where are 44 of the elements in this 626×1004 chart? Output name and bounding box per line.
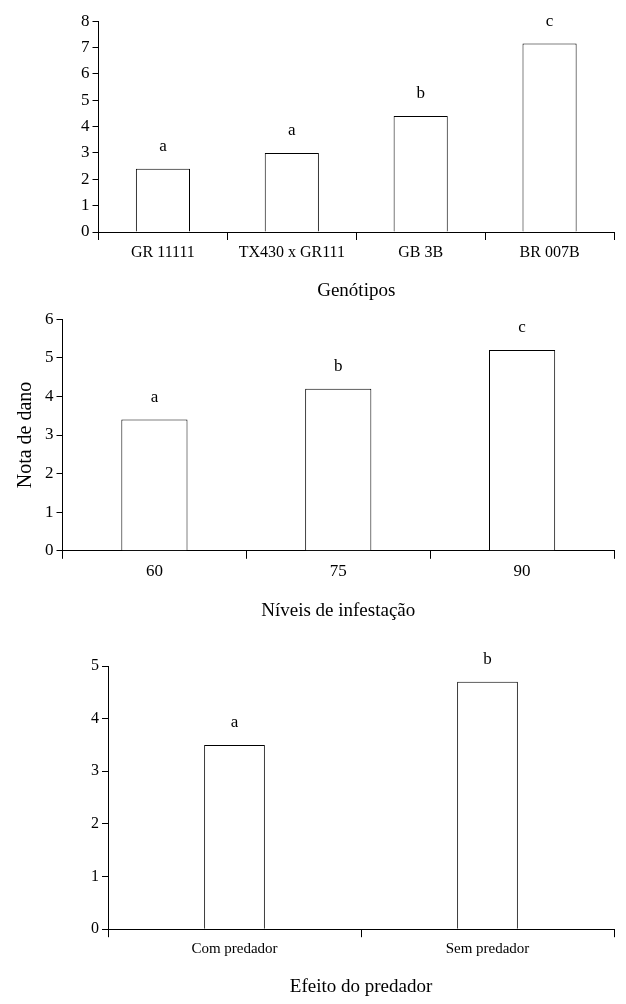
y-tick-label: 5	[81, 89, 90, 109]
annotation: a	[150, 386, 159, 406]
annotation: a	[159, 135, 168, 155]
y-tick-label: 6	[81, 63, 90, 83]
annotation: c	[518, 317, 527, 337]
x-tick-label: Sem predador	[445, 940, 530, 957]
y-tick-label: 4	[81, 116, 90, 136]
y-tick-label: 2	[91, 814, 99, 832]
y-tick-label: 3	[81, 142, 90, 162]
annotation: b	[334, 355, 343, 375]
x-axis-title: Efeito do predador	[289, 974, 433, 996]
annotation: a	[230, 711, 239, 731]
annotation: b	[416, 83, 425, 103]
y-tick-label: 1	[91, 866, 99, 884]
annotation: c	[545, 10, 554, 30]
x-tick-label: 90	[513, 561, 531, 581]
y-tick-label: 6	[45, 308, 54, 328]
y-tick-label: 0	[91, 919, 99, 937]
y-tick-label: 3	[91, 761, 99, 779]
y-tick-label: 0	[45, 540, 54, 560]
y-tick-label: 5	[45, 347, 54, 367]
y-tick-label: 5	[91, 656, 99, 674]
x-axis-title: Genótipos	[317, 278, 396, 300]
y-tick-label: 3	[45, 424, 54, 444]
x-axis-title: Níveis de infestação	[261, 598, 416, 620]
y-axis-title: Nota de dano	[13, 381, 36, 489]
y-tick-label: 4	[45, 385, 54, 405]
x-tick-label: BR 007B	[519, 242, 580, 260]
y-tick-label: 2	[45, 463, 54, 483]
y-tick-label: 2	[81, 168, 90, 188]
y-tick-label: 7	[81, 37, 90, 57]
y-tick-label: 1	[45, 501, 54, 521]
x-tick-label: 75	[329, 561, 347, 581]
annotation: a	[288, 119, 297, 139]
y-tick-label: 8	[81, 10, 90, 30]
x-tick-label: TX430 x GR111	[238, 242, 345, 260]
x-tick-label: GR 11111	[131, 242, 195, 260]
y-tick-label: 4	[91, 708, 99, 726]
annotation: b	[483, 648, 492, 668]
y-tick-label: 1	[81, 195, 90, 215]
x-tick-label: 60	[145, 561, 163, 581]
x-tick-label: GB 3B	[398, 242, 444, 260]
x-tick-label: Com predador	[191, 940, 278, 957]
y-tick-label: 0	[81, 221, 90, 241]
